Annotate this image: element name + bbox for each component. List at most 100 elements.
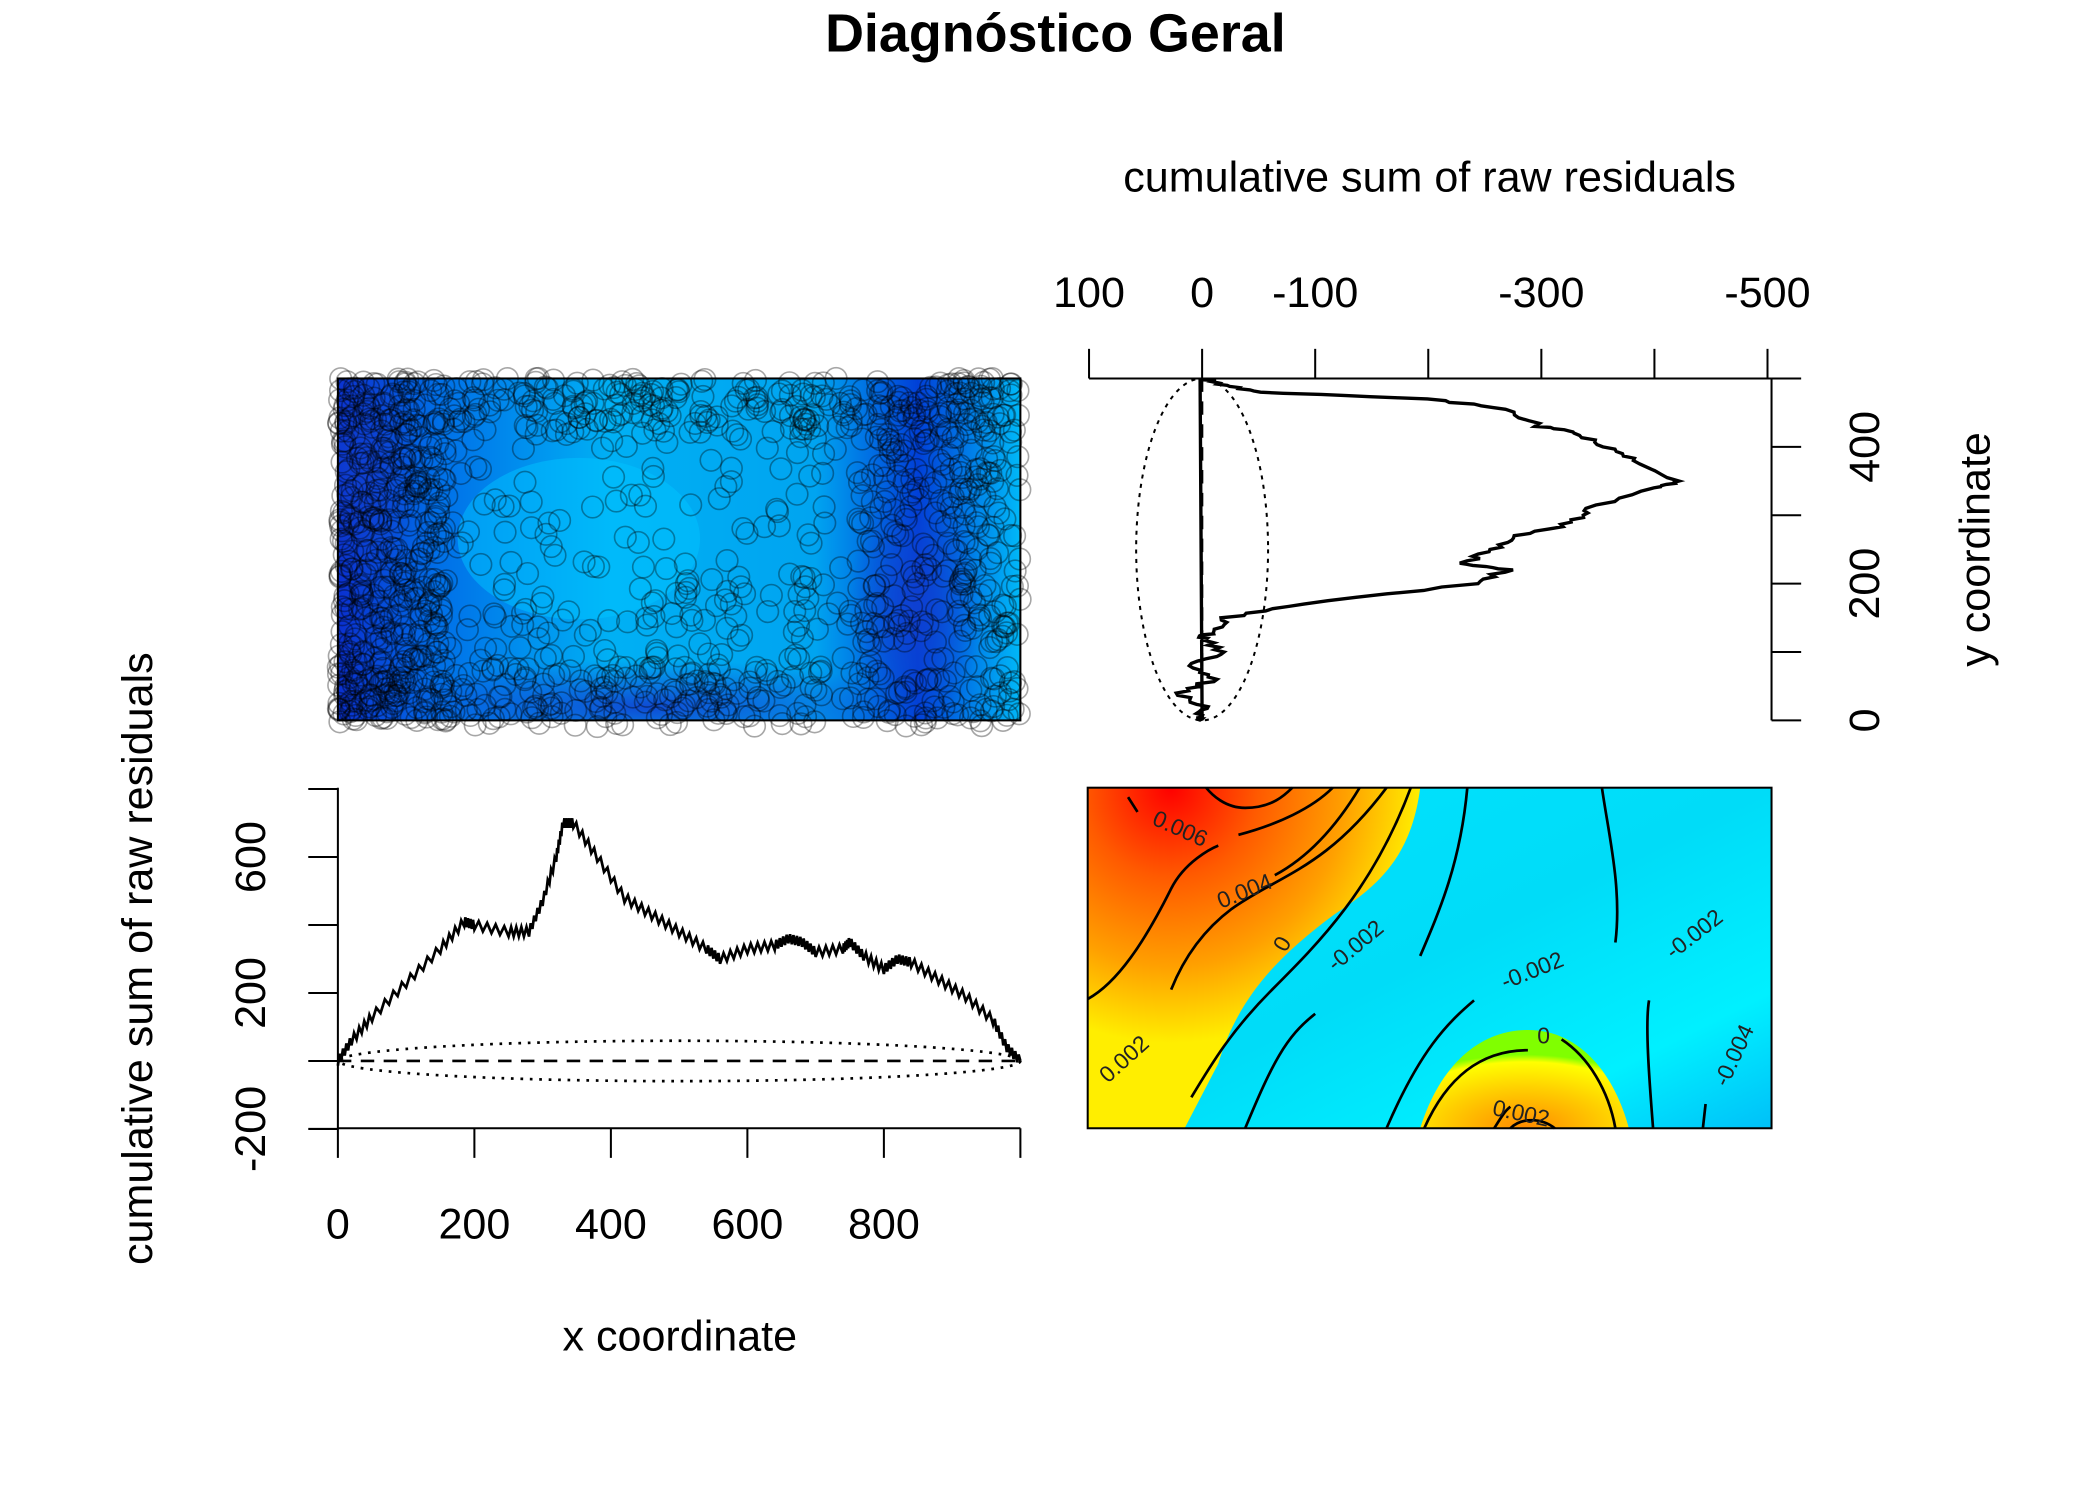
data-point xyxy=(680,661,704,685)
data-point xyxy=(371,456,395,480)
data-point xyxy=(371,705,395,729)
data-point xyxy=(426,382,450,406)
data-point xyxy=(912,464,936,488)
data-point xyxy=(533,375,557,399)
data-point xyxy=(1005,622,1029,646)
data-point xyxy=(664,657,688,681)
data-point xyxy=(707,658,731,682)
data-point xyxy=(483,376,507,400)
data-point xyxy=(951,465,975,489)
data-point xyxy=(809,659,833,683)
data-point xyxy=(377,440,401,465)
data-point xyxy=(348,572,373,597)
data-point xyxy=(413,701,437,725)
data-point xyxy=(471,659,495,683)
data-point xyxy=(959,398,983,422)
data-point xyxy=(968,484,992,508)
data-point xyxy=(369,626,393,650)
data-point xyxy=(382,537,406,561)
data-point xyxy=(431,655,455,680)
data-point xyxy=(864,659,888,683)
data-point xyxy=(368,606,393,630)
data-point xyxy=(931,452,955,476)
data-point xyxy=(329,499,353,523)
data-point xyxy=(328,564,353,588)
data-point xyxy=(845,461,869,485)
data-point xyxy=(803,371,827,395)
data-point xyxy=(340,486,364,510)
data-point xyxy=(527,711,551,735)
data-point xyxy=(715,616,739,640)
data-point xyxy=(344,703,368,727)
data-point xyxy=(392,666,416,690)
data-point xyxy=(893,504,917,528)
data-point xyxy=(810,384,834,408)
data-point xyxy=(593,409,617,433)
data-point xyxy=(611,713,635,737)
data-point xyxy=(379,456,403,480)
data-point xyxy=(439,636,463,660)
data-point xyxy=(365,540,389,564)
data-point xyxy=(909,713,934,737)
data-point xyxy=(365,631,389,656)
data-point xyxy=(330,519,354,543)
data-point xyxy=(541,368,566,392)
data-point xyxy=(923,501,947,525)
data-point xyxy=(865,591,889,615)
data-point xyxy=(386,603,410,627)
data-point xyxy=(432,648,456,672)
data-point xyxy=(392,623,416,647)
data-point xyxy=(407,624,431,648)
data-point xyxy=(868,428,893,452)
data-point xyxy=(334,554,358,578)
data-point xyxy=(887,680,912,704)
data-point xyxy=(714,676,738,701)
data-point xyxy=(658,685,683,709)
data-point xyxy=(548,508,572,533)
data-point xyxy=(396,644,420,668)
data-point xyxy=(410,542,434,566)
data-point xyxy=(966,473,990,497)
data-point xyxy=(667,380,691,404)
data-point xyxy=(796,586,820,611)
data-point xyxy=(603,669,627,693)
data-point xyxy=(401,579,425,603)
data-point xyxy=(630,389,654,413)
data-point xyxy=(959,706,983,730)
data-point xyxy=(880,553,904,577)
data-point xyxy=(975,447,999,471)
x-tick-label: 0 xyxy=(1190,269,1214,317)
data-point xyxy=(911,556,935,580)
contour-label: 0 xyxy=(1537,1022,1550,1048)
data-point xyxy=(973,484,997,508)
data-point xyxy=(373,436,397,460)
data-point xyxy=(380,622,404,646)
data-point xyxy=(729,575,753,599)
data-point xyxy=(351,652,375,676)
data-point xyxy=(415,531,440,555)
data-point xyxy=(809,655,833,679)
data-point xyxy=(351,691,375,715)
data-point xyxy=(389,412,413,436)
data-point xyxy=(380,519,404,543)
data-point xyxy=(959,585,983,609)
data-point xyxy=(354,562,378,587)
data-point xyxy=(393,372,417,396)
data-point xyxy=(380,620,404,644)
data-point xyxy=(393,465,417,489)
data-point xyxy=(421,447,445,471)
data-point xyxy=(524,370,548,394)
data-point xyxy=(441,511,465,535)
data-point xyxy=(387,679,411,703)
data-point xyxy=(433,442,457,466)
data-point xyxy=(484,637,508,661)
figure-title: Diagnóstico Geral xyxy=(825,3,1286,63)
data-point xyxy=(388,657,412,681)
data-point xyxy=(357,505,381,529)
data-point xyxy=(446,410,470,434)
data-point xyxy=(330,432,355,456)
data-point xyxy=(921,543,945,567)
data-point xyxy=(385,537,409,561)
data-point xyxy=(387,394,412,418)
data-point xyxy=(385,473,409,497)
